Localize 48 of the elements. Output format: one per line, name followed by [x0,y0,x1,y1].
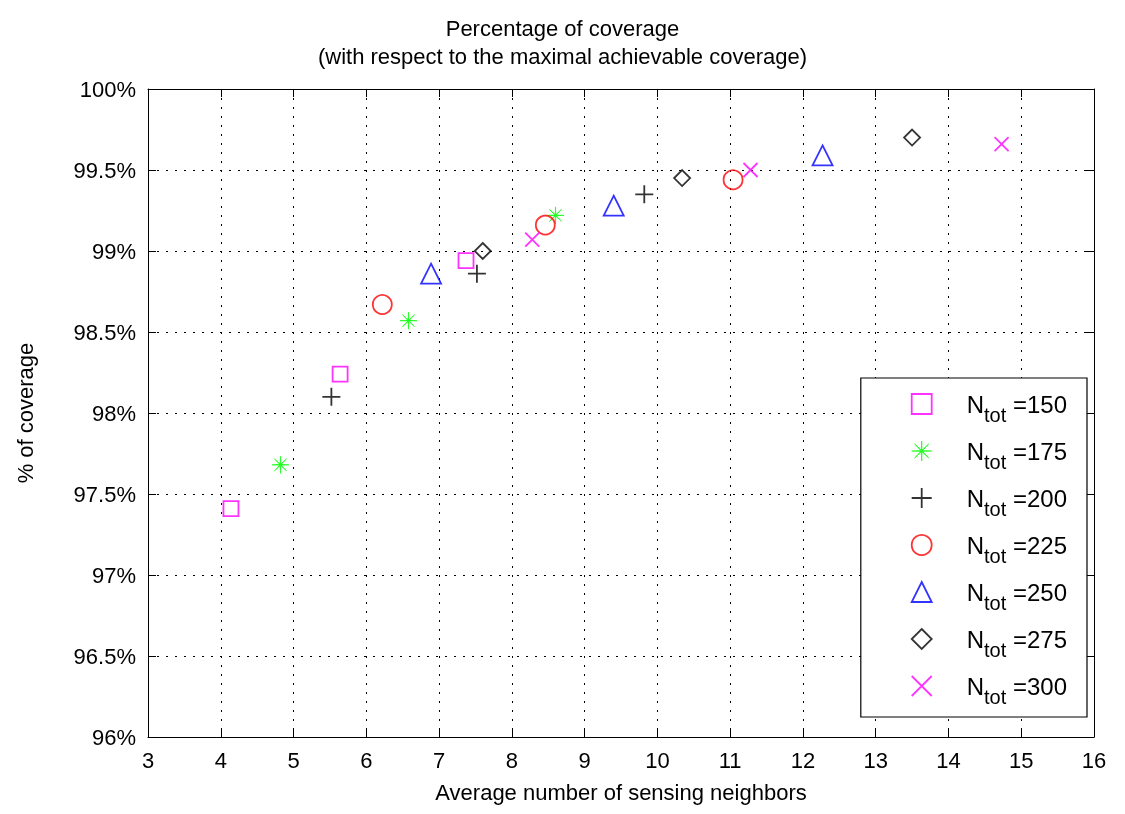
point [673,169,692,187]
y-tick-label: 98.5% [73,319,136,345]
point [742,162,759,178]
x-tick-label: 6 [360,747,373,773]
point [473,242,492,260]
x-tick-label: 11 [718,747,742,773]
point [331,365,349,383]
y-tick-label: 97% [91,562,136,588]
point [399,311,418,330]
x-tick-label: 8 [505,747,518,773]
point [811,144,834,167]
point [993,136,1010,152]
point [546,206,565,225]
point [467,263,487,284]
x-tick-label: 3 [141,747,155,773]
y-tick-label: 99.5% [73,157,136,183]
chart-title: Percentage of coverage [445,15,680,41]
y-tick-label: 100% [79,76,136,102]
x-tick-label: 5 [287,747,300,773]
x-tick-label: 14 [936,747,961,773]
x-tick-label: 9 [578,747,591,773]
point [524,231,541,248]
point [634,184,655,205]
y-tick-label: 96% [91,724,136,750]
x-tick-label: 7 [432,747,446,773]
y-tick-label: 99% [91,238,136,264]
point [457,252,475,270]
x-axis-title: Average number of sensing neighbors [435,779,807,805]
x-tick-label: 13 [863,747,888,773]
y-tick-label: 97.5% [73,481,136,507]
point [420,262,442,285]
point [271,455,290,474]
y-tick-label: 96.5% [73,643,136,669]
point [722,169,744,191]
chart-subtitle: (with respect to the maximal achievable coverage) [317,43,808,69]
y-axis-title: % of coverage [12,342,38,484]
x-tick-label: 15 [1008,747,1034,773]
x-tick-label: 4 [214,747,227,773]
point [534,214,556,236]
point [321,386,342,407]
point [602,194,625,217]
y-tick-label: 98% [91,400,136,426]
x-tick-label: 12 [790,747,816,773]
point [903,128,921,147]
x-tick-label: 16 [1081,747,1107,773]
point [222,500,240,517]
point [371,294,393,315]
x-tick-label: 10 [645,747,670,773]
